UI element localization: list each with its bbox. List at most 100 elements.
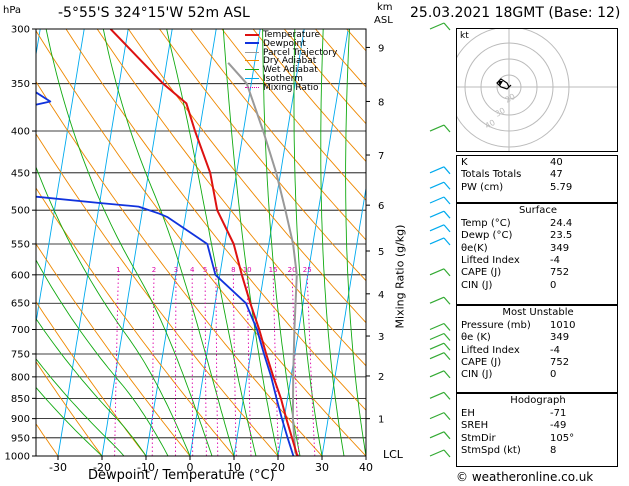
- mixing-ratio-axis-label: Mixing Ratio (g/kg): [393, 224, 407, 329]
- wind-barb: [429, 268, 445, 276]
- stat-value: -4: [550, 344, 560, 356]
- km-tick-label: 5: [378, 247, 384, 258]
- stat-label: Lifted Index: [461, 254, 520, 266]
- x-tick-label: -20: [93, 461, 111, 474]
- pressure-tick-label: 900: [11, 414, 30, 425]
- wind-barb: [429, 391, 445, 399]
- stat-row: θe (K) 349: [458, 332, 618, 344]
- mixing-ratio-label: 15: [269, 266, 278, 274]
- stat-value: 40: [550, 157, 563, 168]
- wet-adiabat-line: [293, 29, 323, 456]
- stat-value: -71: [550, 408, 567, 419]
- legend-label: Dry Adiabat: [263, 56, 317, 67]
- km-unit: km: [377, 2, 393, 13]
- wind-barb-flag: [443, 224, 451, 233]
- dry-adiabat-line: [159, 29, 366, 282]
- mixing-ratio-label: 25: [303, 266, 312, 274]
- stat-row: CIN (J) 0: [458, 280, 618, 292]
- dry-adiabat-line: [128, 29, 366, 324]
- x-tick-label: 0: [187, 461, 194, 474]
- wet-adiabat-line: [36, 259, 169, 456]
- mixing-ratio-line: [215, 274, 219, 456]
- stat-row: StmDir 105°: [458, 433, 618, 445]
- pressure-tick-label: 700: [11, 325, 30, 336]
- stat-label: Lifted Index: [461, 344, 520, 356]
- wind-barb-flag: [443, 352, 451, 361]
- stat-value: 0: [550, 279, 557, 291]
- mixing-ratio-label: 10: [243, 266, 252, 274]
- wind-barb-flag: [443, 210, 451, 219]
- mixing-ratio-label: 1: [116, 266, 120, 274]
- wind-barb: [429, 22, 445, 30]
- mixing-ratio-line: [151, 274, 155, 456]
- legend: Temperature Dewpoint Parcel Trajectory Dry …: [245, 31, 360, 93]
- legend-swatch: [245, 86, 259, 88]
- stat-row: θe(K) 349: [458, 243, 618, 255]
- stat-label: Totals Totals: [461, 169, 522, 181]
- wind-barb: [429, 322, 445, 331]
- stat-row: SREH -49: [458, 420, 618, 432]
- legend-swatch: [245, 51, 259, 53]
- legend-item: Dry Adiabat: [245, 57, 316, 66]
- stat-value: 47: [550, 169, 563, 181]
- stat-row: K 40: [458, 157, 618, 169]
- pressure-tick-label: 650: [11, 299, 30, 310]
- km-tick-label: 4: [378, 290, 384, 301]
- wet-adiabat-line: [102, 29, 235, 456]
- wind-barb-flag: [443, 370, 451, 379]
- pressure-tick-label: 1000: [5, 452, 30, 463]
- wind-barb: [429, 352, 445, 360]
- mixing-ratio-label: 3: [174, 266, 178, 274]
- location-title: -5°55'S 324°15'W 52m ASL: [58, 5, 250, 21]
- stat-value: 752: [550, 356, 570, 368]
- stat-row: Lifted Index -4: [458, 255, 618, 267]
- stat-value: 0: [550, 369, 557, 381]
- dry-adiabat-line: [221, 29, 366, 201]
- stat-label: θe (K): [461, 332, 491, 344]
- wind-barb-flag: [443, 268, 451, 277]
- wind-barb-flag: [443, 449, 451, 458]
- wind-barb-flag: [443, 391, 451, 400]
- legend-label: Temperature: [263, 30, 321, 40]
- stat-label: EH: [461, 408, 475, 419]
- dry-adiabat-line: [36, 301, 147, 456]
- surface-title: Surface: [518, 205, 558, 216]
- km-tick-label: 7: [378, 151, 384, 162]
- km-tick-label: 3: [378, 332, 384, 343]
- stat-value: 349: [550, 332, 570, 344]
- pressure-tick-label: 800: [11, 372, 30, 383]
- stat-value: 24.4: [550, 218, 573, 229]
- legend-label: Mixing Ratio: [263, 82, 319, 93]
- stat-row: Totals Totals 47: [458, 169, 618, 181]
- wind-barb: [429, 449, 445, 457]
- stat-label: Dewp (°C): [461, 230, 513, 242]
- stat-value: 23.5: [550, 230, 573, 242]
- wind-barb-flag: [443, 181, 451, 190]
- svg-text:20: 20: [504, 92, 517, 105]
- mixing-ratio-label: 2: [152, 266, 156, 274]
- pressure-tick-label: 500: [11, 206, 30, 217]
- mixing-ratio-label: 5: [203, 266, 207, 274]
- legend-item: Dewpoint: [245, 39, 306, 49]
- legend-swatch: [245, 42, 259, 45]
- wind-barb: [429, 296, 445, 304]
- legend-swatch: [245, 33, 259, 36]
- wet-adiabat-line: [36, 165, 191, 456]
- wind-barb: [429, 124, 445, 132]
- isotherm-line: [57, 29, 129, 456]
- wet-adiabat-line: [166, 29, 257, 456]
- x-tick-label: 10: [227, 461, 241, 474]
- wind-barb: [429, 370, 445, 378]
- pressure-tick-label: 300: [11, 25, 30, 36]
- stat-row: CAPE (J) 752: [458, 267, 618, 279]
- mixing-ratio-line: [175, 274, 177, 456]
- wind-barb-flag: [443, 296, 451, 305]
- stat-row: Temp (°C) 24.4: [458, 218, 618, 230]
- mixing-ratio-line: [246, 274, 252, 456]
- dry-adiabat-line: [65, 29, 366, 411]
- legend-item: Isotherm: [245, 75, 303, 84]
- stat-label: K: [461, 157, 468, 168]
- mixing-ratio-label: 20: [288, 266, 297, 274]
- lcl-label: LCL: [383, 448, 403, 461]
